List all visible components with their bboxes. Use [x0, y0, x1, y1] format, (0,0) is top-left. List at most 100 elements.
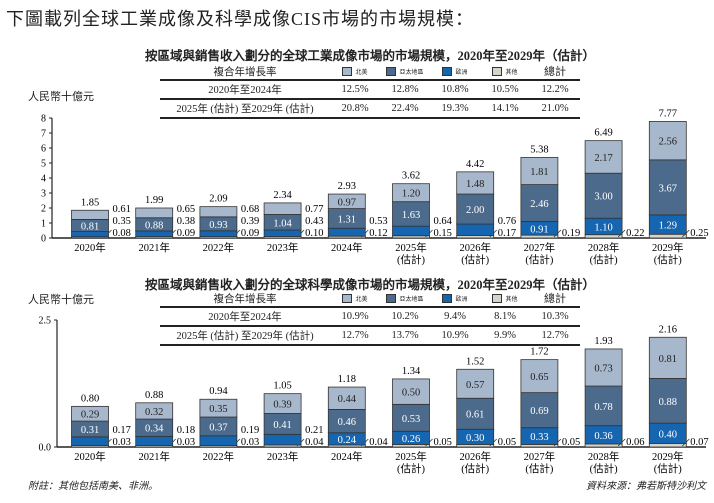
cagr-header: 複合年增長率 北美 亞太地區 歐洲 其他 總計 [160, 63, 580, 79]
x-tick-sublabel: (估計) [525, 462, 553, 475]
chart1-cagr-table: 複合年增長率 北美 亞太地區 歐洲 其他 總計 2020年至2024年 12.5… [160, 63, 580, 119]
legend-swatch-na [342, 293, 353, 303]
cagr-label: 複合年增長率 [213, 293, 277, 305]
data-label-na: 1.20 [402, 189, 420, 200]
data-label-other: 0.25 [690, 228, 708, 239]
legend-other: 其他 [480, 293, 530, 303]
cagr-value: 9.9% [494, 330, 516, 341]
data-label-eu: 0.30 [466, 433, 484, 444]
data-label-other: 0.04 [305, 437, 324, 448]
x-tick-label: 2023年 [267, 241, 299, 254]
bar-other [584, 234, 623, 239]
bar-na [263, 202, 302, 215]
data-label-eu: 0.19 [241, 425, 259, 436]
legend-eu: 歐洲 [430, 293, 480, 303]
cagr-value: 19.3% [441, 103, 469, 114]
data-label-other: 0.08 [113, 228, 131, 239]
data-label-eu: 0.18 [177, 425, 195, 436]
bar-eu [327, 227, 366, 237]
bar-eu [392, 225, 430, 237]
data-label-eu: 0.36 [594, 431, 612, 442]
data-label-apac: 0.37 [209, 422, 227, 433]
page-title: 下圖載列全球工業成像及科學成像CIS市場的市場規模： [6, 9, 475, 29]
y-tick-label: 1 [41, 219, 46, 230]
total-label: 4.42 [466, 159, 484, 170]
legend-label-eu: 歐洲 [455, 69, 468, 76]
x-tick-label: 2022年 [203, 450, 235, 463]
data-label-apac: 0.31 [81, 425, 99, 436]
x-tick-sublabel: (估計) [590, 462, 618, 475]
x-tick-sublabel: (估計) [461, 462, 489, 475]
legend-label-apac: 亞太地區 [399, 69, 424, 76]
bar-na [520, 359, 559, 394]
data-label-apac: 0.41 [273, 420, 291, 431]
x-tick-label: 2023年 [267, 450, 299, 463]
total-label: 0.80 [81, 393, 99, 404]
bar-na [199, 206, 238, 218]
legend-total: 總計 [544, 293, 566, 305]
bar-apac [648, 159, 687, 216]
legend-eu: 歐洲 [430, 66, 480, 76]
data-label-eu: 0.91 [530, 224, 548, 235]
bar-other [648, 443, 687, 448]
data-label-other: 0.05 [562, 437, 580, 448]
legend-label-other: 其他 [505, 69, 518, 76]
data-label-apac: 0.69 [530, 406, 548, 417]
legend-label-eu: 歐洲 [455, 296, 468, 303]
cagr-value: 13.7% [391, 330, 419, 341]
data-label-apac: 0.53 [402, 414, 420, 425]
bar-na [584, 348, 623, 387]
cagr-value: 21.0% [541, 103, 569, 114]
x-tick-label: 2025年 [395, 241, 427, 254]
cagr-period: 2025年 (估計) 至2029年 (估計) [176, 104, 314, 115]
chart2-ylabel: 人民幣十億元 [28, 294, 94, 306]
x-tick-label: 2028年 [588, 450, 620, 463]
x-tick-label: 2029年 [652, 241, 684, 254]
y-tick-label: 7 [41, 129, 46, 140]
total-label: 1.05 [273, 381, 291, 392]
chart2-title: 按區域與銷售收入劃分的全球科學成像市場的市場規模，2020年至2029年（估計） [144, 278, 595, 292]
legend-total: 總計 [544, 66, 566, 78]
data-label-apac: 3.00 [594, 192, 612, 203]
data-label-eu: 0.38 [177, 216, 195, 227]
data-label-na: 0.29 [81, 410, 99, 421]
chart2-cagr-table: 複合年增長率 北美 亞太地區 歐洲 其他 總計 2020年至2024年 10.9… [160, 290, 580, 346]
cagr-value: 10.2% [391, 311, 419, 322]
bar-eu [456, 223, 495, 236]
legend-label-apac: 亞太地區 [399, 296, 424, 303]
source-note: 資料來源：弗若斯特沙利文 [586, 481, 706, 492]
data-label-na: 0.57 [466, 380, 484, 391]
legend-swatch-na [342, 66, 353, 76]
bar-apac [456, 193, 495, 225]
data-label-eu: 0.26 [402, 434, 420, 445]
data-label-eu: 0.35 [113, 216, 131, 227]
bar-na [648, 336, 687, 379]
legend-swatch-other [492, 293, 503, 303]
cagr-value: 12.7% [541, 330, 569, 341]
x-tick-label: 2029年 [652, 450, 684, 463]
y-tick-label: 0 [41, 234, 46, 245]
cagr-value: 10.9% [341, 311, 369, 322]
total-label: 7.77 [659, 108, 677, 119]
data-label-other: 0.03 [177, 437, 195, 448]
x-tick-label: 2024年 [331, 450, 363, 463]
bar-eu [135, 230, 174, 238]
bar-eu [263, 433, 302, 446]
x-tick-label: 2027年 [524, 450, 556, 463]
total-label: 1.72 [530, 347, 548, 358]
x-tick-label: 2021年 [138, 241, 170, 254]
data-label-na: 0.44 [338, 394, 357, 405]
cagr-label: 複合年增長率 [213, 66, 277, 78]
x-tick-label: 2026年 [459, 450, 491, 463]
data-label-other: 0.17 [498, 228, 516, 239]
data-label-eu: 1.10 [594, 222, 612, 233]
cagr-period: 2020年至2024年 [208, 312, 282, 323]
cagr-value: 14.1% [491, 103, 519, 114]
data-label-apac: 0.61 [466, 410, 484, 421]
data-label-apac: 1.04 [273, 218, 292, 229]
bar-eu [263, 229, 302, 237]
data-label-apac: 0.88 [659, 397, 677, 408]
legend-label-na: 北美 [355, 296, 368, 303]
data-label-apac: 0.34 [145, 424, 164, 435]
